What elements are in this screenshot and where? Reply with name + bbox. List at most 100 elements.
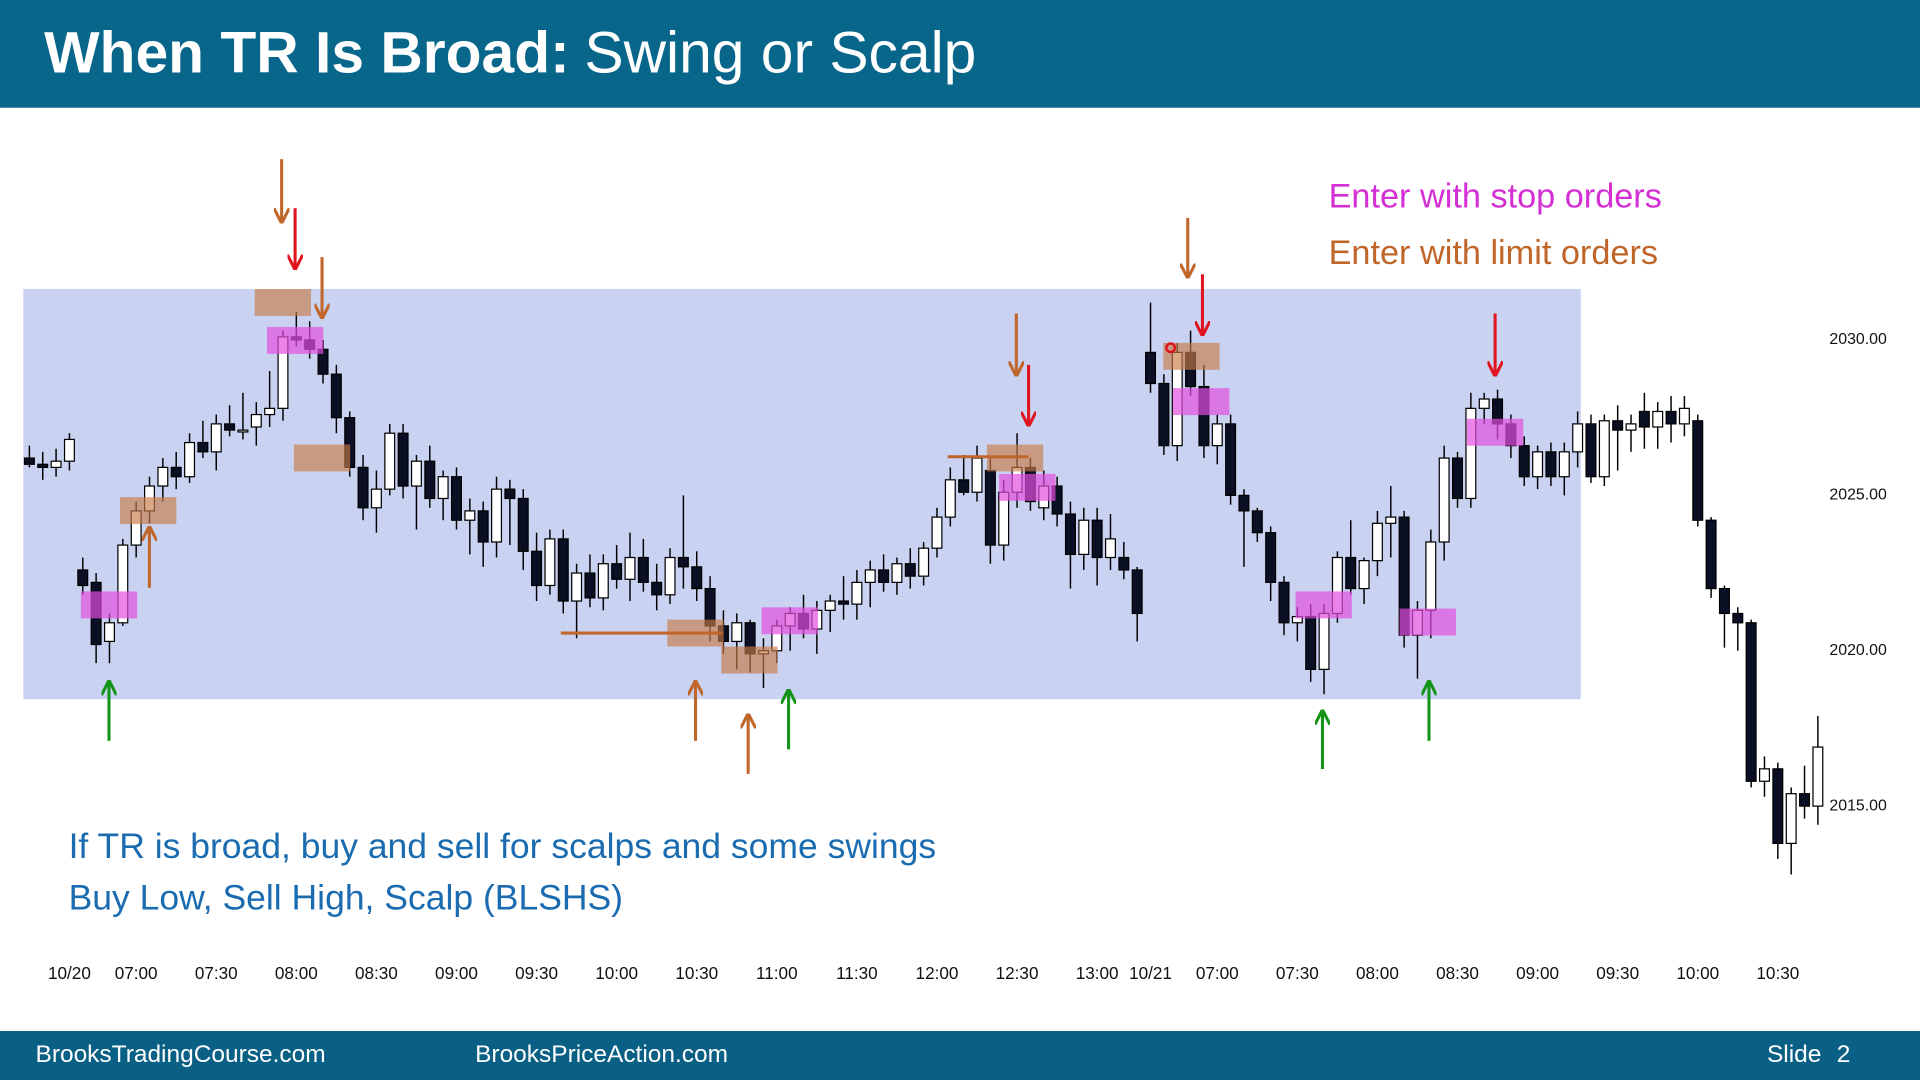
candle-body (878, 569, 890, 583)
x-tick-label: 13:00 (1076, 963, 1119, 983)
candle-body (1545, 451, 1557, 478)
candle-body (1118, 556, 1130, 571)
candle-body (1452, 457, 1464, 500)
candle-body (1265, 532, 1277, 583)
candle-body (1772, 768, 1784, 845)
candle-body (370, 488, 382, 509)
candle-body (731, 622, 743, 643)
trading-range-box (23, 288, 1581, 700)
stop-zone (999, 473, 1056, 501)
candle-body (77, 569, 89, 587)
candle-body (531, 550, 543, 587)
candle-body (37, 463, 49, 469)
candle-body (864, 569, 876, 583)
y-tick-label: 2030.00 (1829, 331, 1887, 348)
candle-body (891, 563, 903, 583)
candle-body (1465, 407, 1477, 500)
candle-body (1665, 410, 1677, 425)
title-rest: Swing or Scalp (584, 20, 976, 85)
candle-body (1425, 541, 1437, 611)
footer-site: BrooksTradingCourse.com (36, 1041, 326, 1068)
x-tick-label: 09:00 (435, 963, 478, 983)
x-tick-label: 10:30 (1756, 963, 1799, 983)
x-tick-label: 08:00 (275, 963, 318, 983)
candle-body (1558, 451, 1570, 478)
candle-body (624, 556, 636, 580)
x-tick-label: 09:30 (1596, 963, 1639, 983)
candle-body (1305, 615, 1317, 671)
x-tick-label: 10:30 (675, 963, 718, 983)
x-tick-label: 10:00 (595, 963, 638, 983)
limit-zone (293, 444, 351, 472)
candle-body (504, 488, 516, 500)
candle-body (824, 600, 836, 611)
candle-body (357, 466, 369, 509)
footer-bar (0, 1031, 1920, 1080)
candle-body (517, 497, 529, 552)
y-tick-label: 2015.00 (1829, 797, 1887, 814)
marker-dot (1165, 342, 1177, 354)
x-tick-label: 09:30 (515, 963, 558, 983)
x-tick-label: 11:00 (756, 963, 798, 983)
candle-body (637, 556, 649, 583)
stop-zone (80, 591, 138, 619)
candle-body (1091, 519, 1103, 559)
candle-body (1385, 516, 1397, 524)
note-line: If TR is broad, buy and sell for scalps … (69, 826, 937, 866)
candle-body (1598, 420, 1610, 478)
candle-body (931, 516, 943, 549)
candle-body (224, 423, 236, 431)
candle-body (1718, 587, 1730, 615)
candle-body (1518, 445, 1530, 478)
stop-zone (761, 607, 818, 635)
candle-body (971, 457, 983, 493)
candle-body (557, 538, 569, 602)
candle-body (1064, 513, 1076, 556)
candle-body (1758, 768, 1771, 782)
header-bar (0, 0, 1920, 108)
slide-label: Slide (1767, 1041, 1821, 1068)
title-bold: When TR Is Broad: (44, 20, 570, 85)
x-tick-label: 10/21 (1129, 963, 1172, 983)
candle-body (410, 460, 422, 487)
candle-body (651, 581, 663, 596)
candle-body (117, 544, 129, 624)
x-tick-label: 10:00 (1676, 963, 1719, 983)
limit-zone (1163, 342, 1220, 370)
x-tick-label: 07:30 (1276, 963, 1319, 983)
candle-body (1078, 519, 1090, 556)
candle-body (170, 466, 182, 478)
candle-body (330, 373, 342, 419)
candle-body (851, 581, 863, 605)
x-tick-label: 08:30 (355, 963, 398, 983)
x-tick-label: 07:30 (195, 963, 238, 983)
legend-stop: Enter with stop orders (1329, 177, 1662, 215)
candle-body (464, 510, 476, 521)
candle-body (1438, 457, 1450, 543)
candle-body (1104, 538, 1117, 559)
candles (23, 302, 1824, 875)
candle-body (250, 413, 262, 428)
candle-body (1572, 423, 1584, 453)
x-tick-label: 10/20 (48, 963, 91, 983)
candle-body (1625, 423, 1637, 431)
x-tick-label: 07:00 (115, 963, 158, 983)
x-tick-label: 09:00 (1516, 963, 1559, 983)
y-tick-label: 2020.00 (1829, 642, 1887, 659)
candle-body (1705, 519, 1717, 590)
candle-body (437, 476, 449, 500)
candle-body (984, 469, 996, 546)
y-tick-label: 2025.00 (1829, 487, 1887, 504)
candle-body (63, 438, 75, 462)
candle-body (264, 407, 276, 416)
candle-body (904, 563, 916, 577)
stop-zone (1466, 418, 1524, 446)
candle-body (1211, 423, 1223, 447)
candle-body (1198, 385, 1210, 447)
entry-zones (80, 159, 1524, 774)
candle-body (1585, 423, 1597, 478)
limit-zone (254, 288, 312, 316)
slide-number: 2 (1837, 1041, 1851, 1068)
candle-body (1652, 410, 1664, 428)
